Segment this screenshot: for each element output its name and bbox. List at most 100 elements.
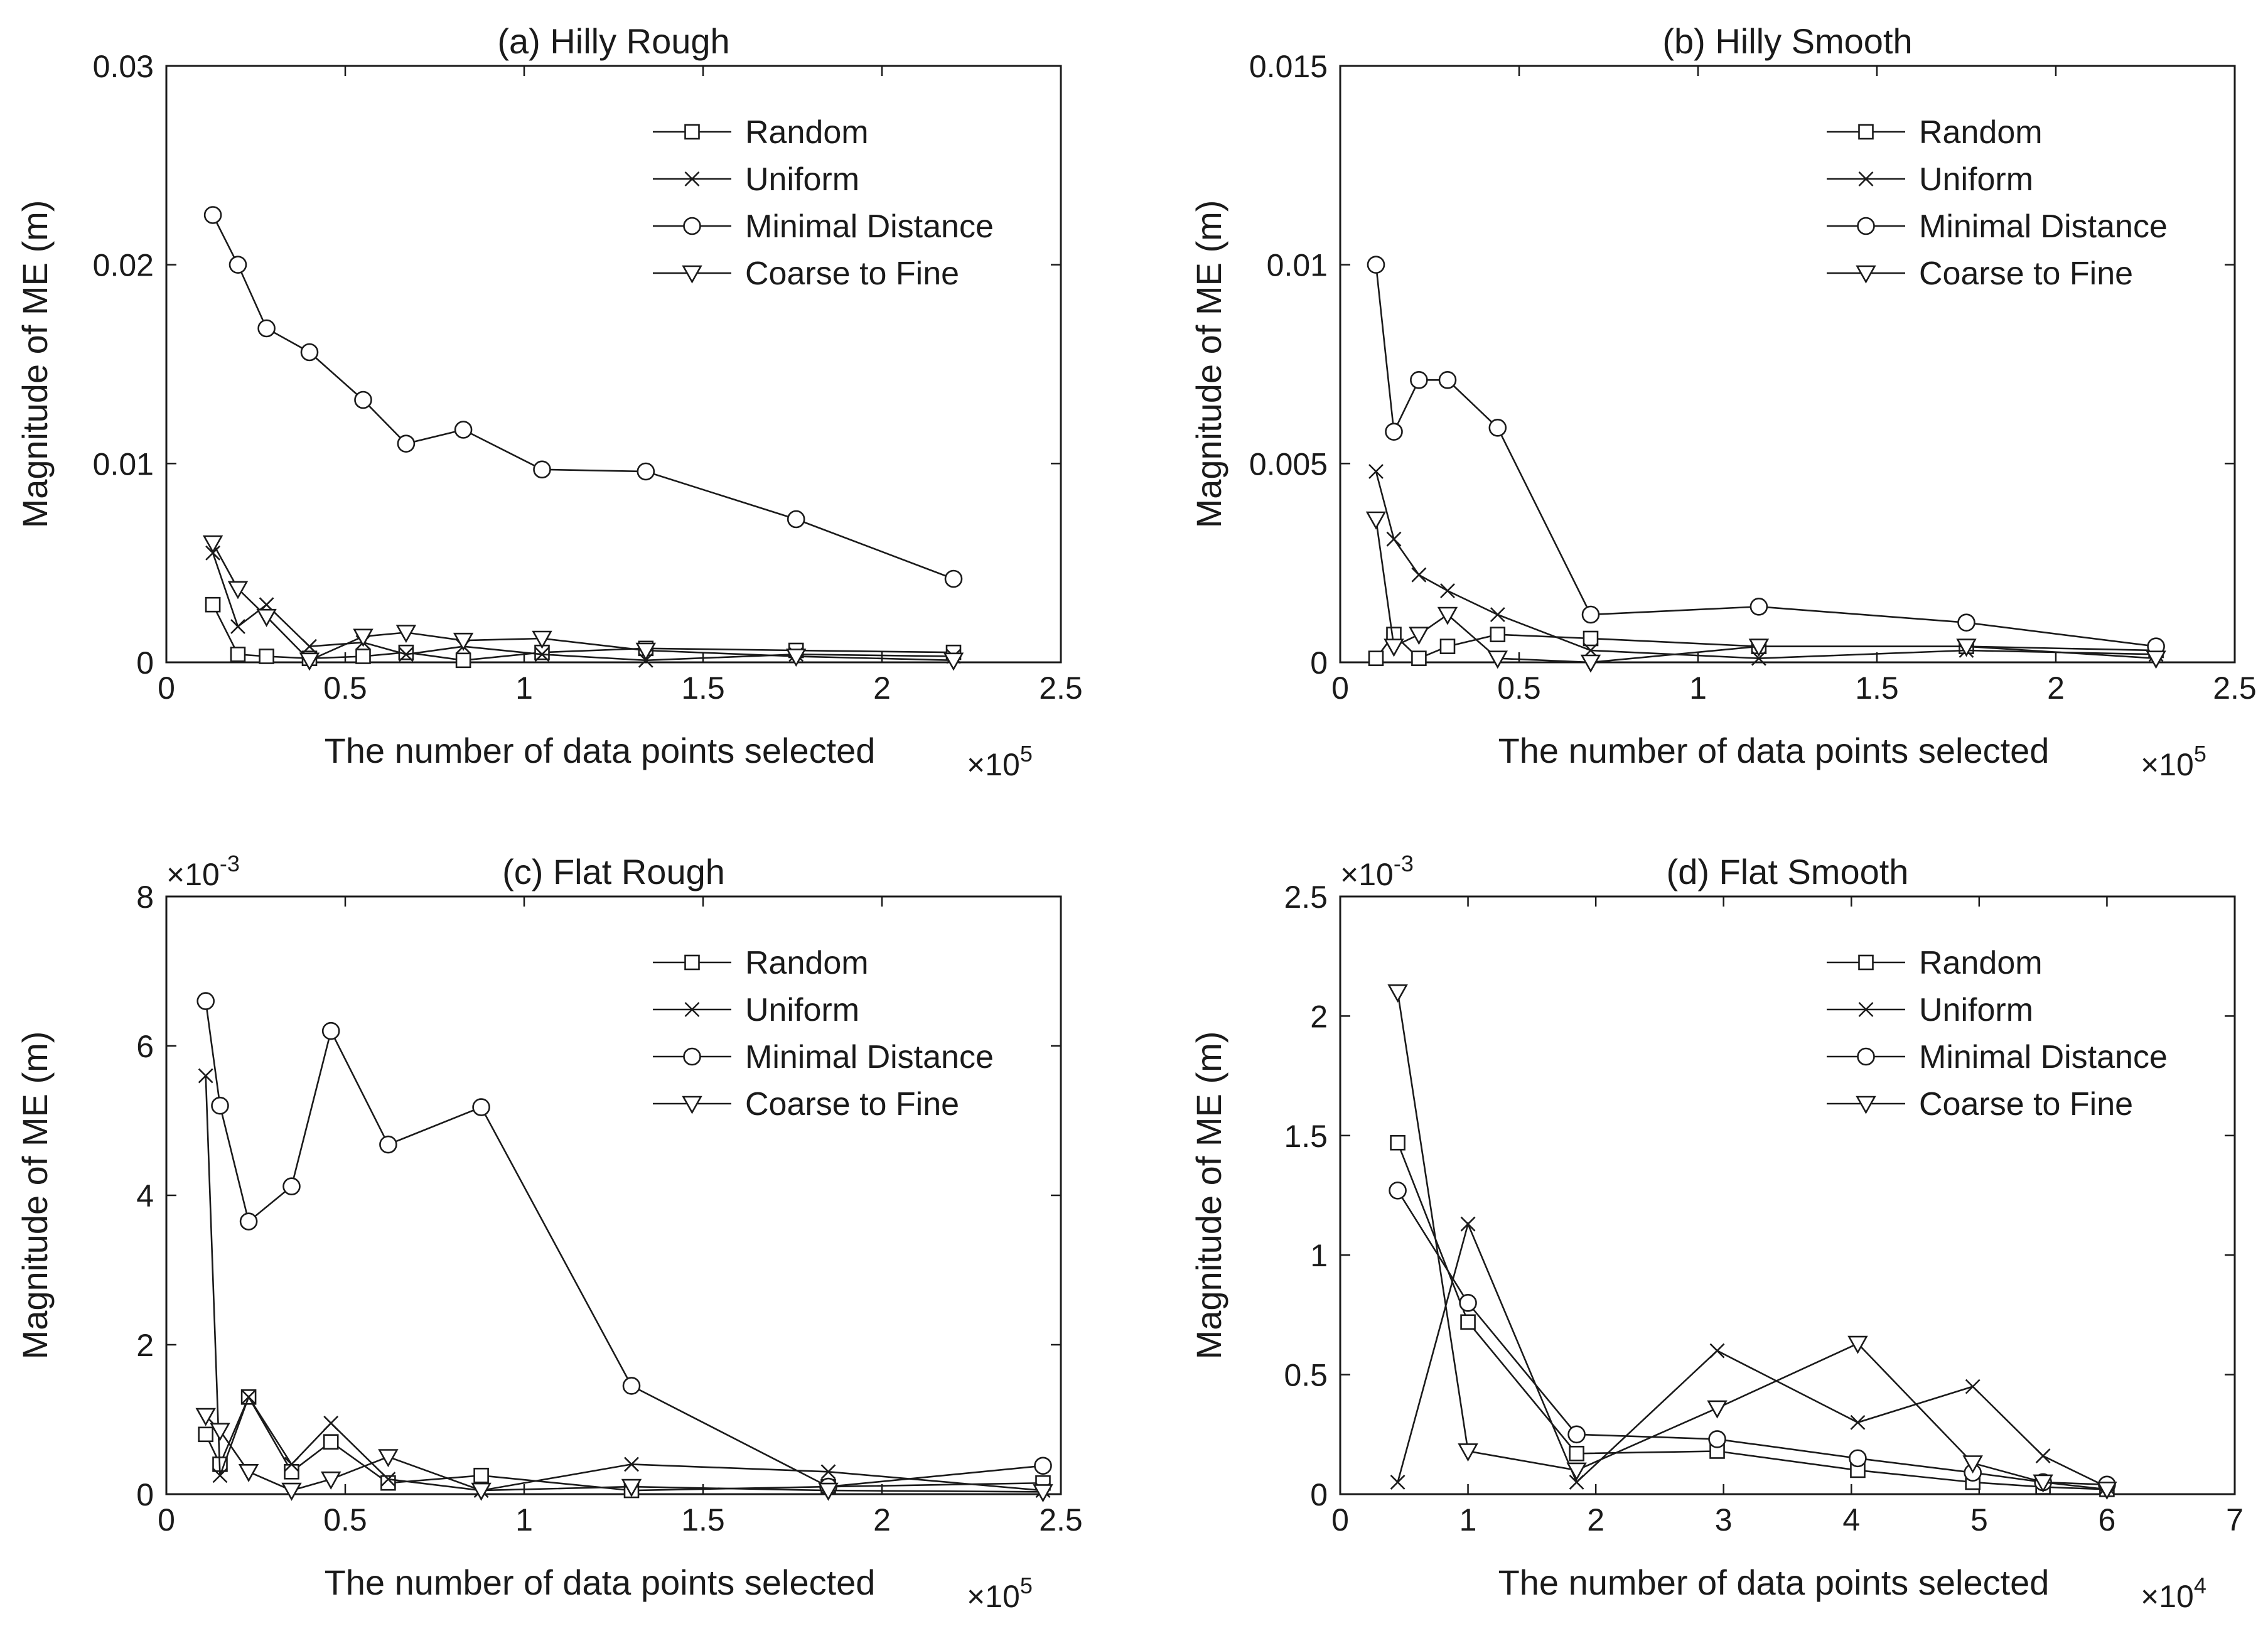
- plot-frame: [1339, 65, 2236, 664]
- data-point: [320, 1471, 341, 1490]
- data-point: [1566, 1462, 1587, 1481]
- chart-title: (b) Hilly Smooth: [1662, 21, 1912, 61]
- data-point: [1385, 423, 1403, 441]
- series-triangle-down: [1365, 511, 2166, 673]
- x-exponent-base: ×10: [967, 747, 1020, 782]
- y-tick-label: 0.01: [93, 446, 154, 482]
- data-point: [1751, 650, 1766, 666]
- series-triangle-down: [1387, 984, 2117, 1500]
- y-tick-label: 6: [136, 1029, 154, 1064]
- data-point: [323, 1434, 339, 1450]
- data-point: [1390, 1475, 1405, 1490]
- data-point: [472, 1098, 490, 1116]
- data-point: [321, 1021, 340, 1040]
- data-point: [1458, 1443, 1478, 1462]
- legend-label: Uniform: [1919, 992, 2033, 1028]
- x-tick-label: 0: [1331, 1502, 1349, 1537]
- data-point: [622, 1377, 641, 1395]
- legend-label: Random: [745, 114, 869, 151]
- x-exponent-power: 5: [1020, 1573, 1033, 1598]
- data-point: [354, 390, 372, 409]
- data-point: [1708, 1430, 1726, 1448]
- data-point: [210, 1423, 230, 1441]
- data-point: [256, 608, 277, 627]
- legend-label: Random: [745, 945, 869, 981]
- data-point: [1033, 1484, 1053, 1503]
- data-point: [1390, 1134, 1405, 1151]
- legend-entry: Minimal Distance: [1827, 1039, 2168, 1075]
- legend-marker: [684, 171, 700, 186]
- x-exponent-base: ×10: [967, 1579, 1020, 1614]
- data-point: [533, 460, 551, 479]
- data-point: [355, 649, 371, 664]
- legend-entry: Minimal Distance: [653, 1039, 994, 1075]
- y-tick-label: 0.01: [1267, 248, 1328, 283]
- x-tick-label: 2: [873, 1502, 891, 1537]
- legend-entry: Minimal Distance: [653, 208, 994, 245]
- data-point: [205, 596, 221, 613]
- data-point: [198, 1426, 214, 1443]
- legend-marker: [684, 954, 700, 971]
- x-tick-label: 0: [158, 1502, 175, 1537]
- y-axis-title: Magnitude of ME (m): [15, 200, 55, 529]
- data-point: [257, 319, 276, 338]
- data-point: [1384, 638, 1404, 657]
- x-axis-title: The number of data points selected: [1498, 1563, 2050, 1602]
- x-tick-label: 1.5: [681, 670, 725, 706]
- data-point: [198, 1068, 213, 1084]
- data-point: [211, 1096, 229, 1115]
- data-point: [353, 628, 374, 647]
- data-point: [1957, 613, 1975, 632]
- data-point: [1437, 606, 1458, 625]
- legend-label: Minimal Distance: [1919, 1039, 2168, 1075]
- legend-marker: [1857, 1047, 1875, 1066]
- data-point: [230, 647, 246, 662]
- data-point: [818, 1482, 839, 1501]
- x-tick-label: 1.5: [1855, 670, 1899, 706]
- panel-3: (c) Flat Rough 0 0.5 1 1.5 2 2.5 0 2 4 6 8 The numbe…: [15, 851, 1083, 1614]
- x-exponent-label: ×105: [2141, 741, 2206, 782]
- legend-entry: Coarse to Fine: [653, 1086, 959, 1123]
- legend-label: Coarse to Fine: [745, 256, 959, 292]
- legend-entry: Random: [1827, 945, 2043, 981]
- series-x: [1390, 1216, 2115, 1495]
- data-point: [944, 569, 963, 588]
- data-point: [1439, 638, 1456, 654]
- data-point: [621, 1478, 642, 1497]
- data-point: [284, 1456, 299, 1472]
- data-point: [281, 1482, 302, 1501]
- series-line: [1397, 1142, 2107, 1490]
- data-point: [1583, 630, 1599, 647]
- legend-marker: [1856, 265, 1876, 284]
- legend-marker: [684, 1002, 700, 1017]
- data-point: [1580, 654, 1601, 673]
- series-line: [205, 1075, 1043, 1492]
- legend-label: Uniform: [1919, 161, 2033, 198]
- legend-entry: Random: [1827, 114, 2043, 151]
- x-tick-label: 4: [1842, 1502, 1860, 1537]
- data-point: [1365, 511, 1387, 530]
- panel-2: (b) Hilly Smooth 0 0.5 1 1.5 2 2.5 0 0.005 0.01 0.…: [1189, 21, 2257, 782]
- data-point: [1709, 1343, 1725, 1359]
- data-point: [1459, 1294, 1477, 1312]
- data-point: [195, 1408, 216, 1426]
- x-tick-label: 2.5: [1039, 1502, 1083, 1537]
- legend-marker: [1858, 171, 1874, 186]
- legend: Random Uniform Minimal Distance Coarse to F…: [653, 945, 994, 1123]
- x-exponent-power: 5: [1020, 741, 1033, 767]
- data-point: [1567, 1425, 1586, 1444]
- data-point: [1707, 1400, 1728, 1419]
- x-exponent-label: ×105: [967, 741, 1033, 782]
- legend: Random Uniform Minimal Distance Coarse to F…: [653, 114, 994, 292]
- x-tick-label: 6: [2099, 1502, 2116, 1537]
- series-line: [1397, 1190, 2107, 1486]
- series-line: [1397, 1221, 2107, 1488]
- legend: Random Uniform Minimal Distance Coarse to F…: [1827, 945, 2168, 1123]
- series-x: [1368, 464, 2164, 666]
- data-point: [453, 632, 474, 651]
- y-exponent-label: ×10-3: [166, 851, 240, 892]
- panel-4: (d) Flat Smooth 0 1 2 3 4 5 6 7 0 0.5 1 1.5 2 2.5 The n…: [1189, 851, 2244, 1614]
- data-point: [1460, 1314, 1476, 1330]
- data-point: [1488, 419, 1507, 437]
- x-tick-label: 1: [515, 670, 533, 706]
